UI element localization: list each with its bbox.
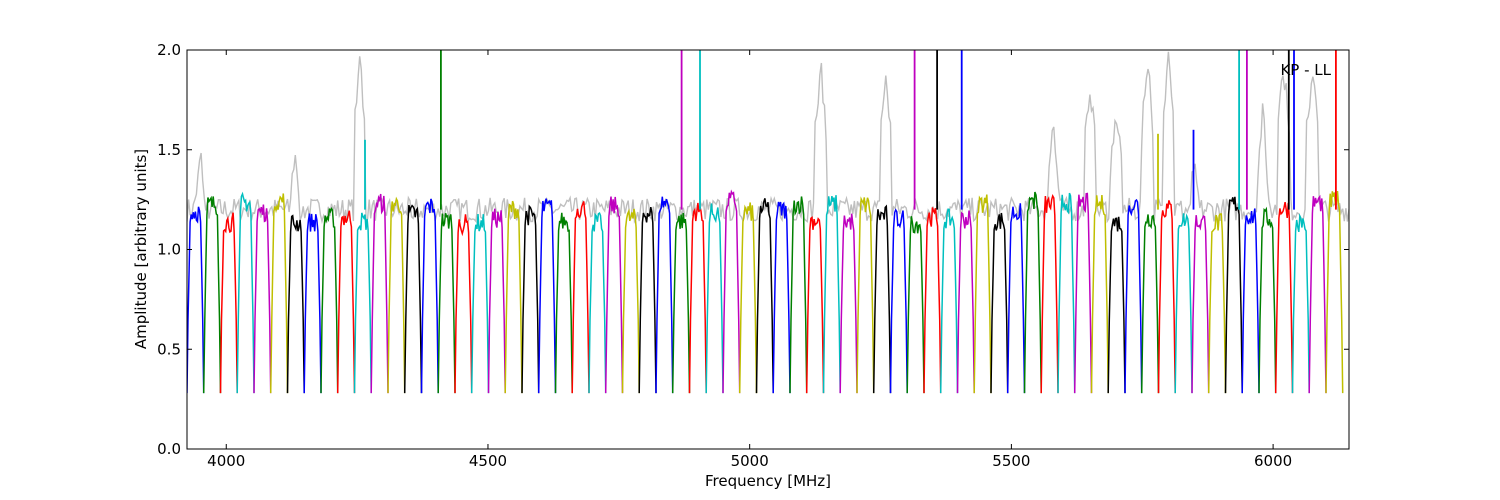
channel-line-37	[805, 216, 825, 394]
channel-line-63	[1241, 208, 1260, 394]
channel-line-17	[470, 213, 490, 394]
channel-line-33	[738, 202, 758, 394]
channel-line-35	[772, 201, 791, 394]
channel-line-41	[872, 204, 892, 394]
channel-line-53	[1073, 192, 1093, 394]
x-tick-label-2: 5000	[731, 452, 769, 470]
x-tick-label-3: 5500	[992, 452, 1030, 470]
channel-line-14	[420, 198, 439, 394]
channel-line-19	[504, 200, 523, 394]
channel-line-11	[370, 193, 389, 394]
channel-line-67	[1308, 194, 1327, 394]
channel-line-43	[906, 216, 925, 394]
channel-line-9	[336, 210, 356, 394]
channel-line-61	[1207, 213, 1227, 394]
channel-line-10	[353, 212, 372, 394]
channel-line-29	[671, 212, 691, 394]
channel-line-13	[403, 204, 423, 394]
channel-line-64	[1258, 206, 1277, 394]
channel-line-21	[537, 198, 557, 394]
channel-line-68	[1325, 191, 1344, 394]
channel-line-0	[187, 206, 205, 394]
x-tick-label-0: 4000	[207, 452, 245, 470]
channel-line-44	[923, 207, 942, 394]
channel-line-39	[839, 213, 858, 394]
channel-line-40	[856, 196, 875, 394]
channel-line-27	[638, 206, 657, 394]
y-tick-label-3: 1.5	[157, 141, 181, 159]
channel-line-28	[655, 196, 674, 394]
channel-line-15	[437, 212, 456, 394]
channel-line-3	[236, 191, 255, 394]
channel-line-38	[822, 195, 841, 394]
channel-line-42	[889, 208, 908, 394]
channel-line-47	[973, 194, 992, 394]
x-tick-label-1: 4500	[469, 452, 507, 470]
channel-line-66	[1291, 213, 1310, 394]
channel-line-16	[454, 214, 473, 394]
channel-line-56	[1124, 198, 1143, 394]
channel-line-30	[688, 202, 707, 394]
channel-line-51	[1040, 194, 1059, 394]
channel-line-23	[571, 201, 590, 394]
chart-annotation: KP - LL	[1280, 61, 1331, 79]
channel-line-54	[1090, 195, 1109, 394]
channel-line-57	[1140, 214, 1160, 394]
channel-line-32	[722, 189, 741, 394]
channel-line-26	[621, 208, 640, 394]
channel-line-34	[755, 198, 774, 394]
channel-line-4	[253, 204, 272, 394]
x-tick-label-4: 6000	[1254, 452, 1292, 470]
y-tick-label-4: 2.0	[157, 41, 181, 59]
channel-line-12	[387, 196, 406, 394]
channel-line-7	[303, 213, 322, 394]
channel-line-65	[1274, 201, 1294, 394]
ticks-layer: 4000 4500 5000 5500 6000 0.0 0.5 1.0 1.5 2.0	[157, 41, 1349, 470]
channel-line-55	[1107, 216, 1126, 394]
channel-line-6	[286, 214, 305, 394]
channel-line-24	[588, 211, 607, 394]
channel-line-20	[521, 204, 540, 394]
channel-line-31	[705, 203, 724, 394]
channel-line-62	[1224, 196, 1243, 394]
channel-line-8	[320, 207, 339, 394]
x-axis-title: Frequency [MHz]	[705, 472, 831, 490]
y-tick-label-0: 0.0	[157, 440, 181, 458]
channel-line-50	[1023, 191, 1042, 394]
series-layer	[187, 50, 1349, 394]
channel-line-59	[1174, 213, 1193, 394]
channel-line-18	[487, 208, 506, 394]
y-tick-label-2: 1.0	[157, 241, 181, 259]
channel-line-45	[939, 208, 959, 394]
channel-line-36	[789, 196, 808, 394]
channel-line-48	[990, 212, 1009, 394]
channel-line-2	[219, 212, 238, 394]
channel-line-1	[202, 195, 222, 394]
y-tick-label-1: 0.5	[157, 340, 181, 358]
channel-line-49	[1006, 203, 1026, 394]
y-axis-title: Amplitude [arbitrary units]	[132, 149, 150, 349]
channel-line-60	[1191, 215, 1210, 394]
channel-line-52	[1057, 192, 1076, 394]
channel-line-46	[956, 210, 975, 394]
channel-line-5	[269, 193, 289, 394]
channel-line-22	[554, 212, 573, 394]
channel-line-58	[1157, 200, 1176, 394]
channel-line-25	[604, 196, 624, 394]
